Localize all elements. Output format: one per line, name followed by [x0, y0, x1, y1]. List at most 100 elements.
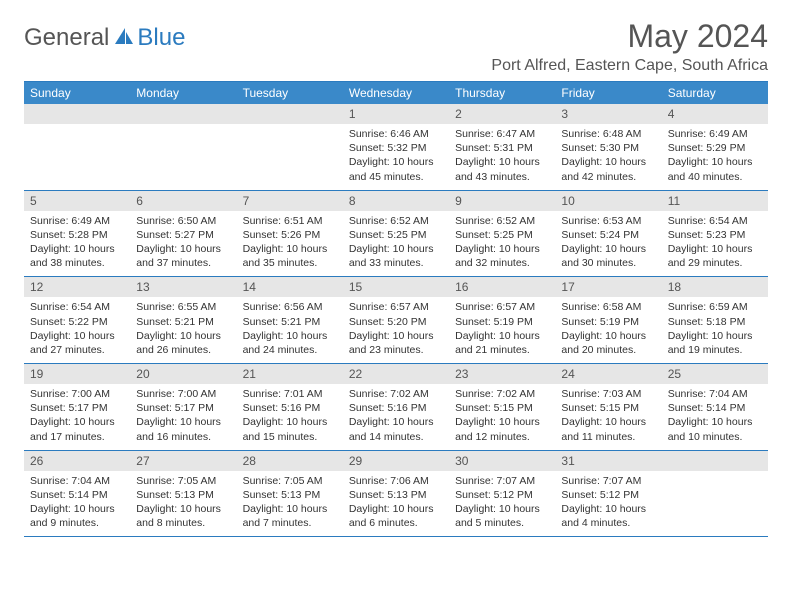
day-detail: Sunrise: 6:52 AMSunset: 5:25 PMDaylight:… — [449, 211, 555, 277]
calendar-day: 23Sunrise: 7:02 AMSunset: 5:15 PMDayligh… — [449, 364, 555, 451]
day-detail: Sunrise: 7:07 AMSunset: 5:12 PMDaylight:… — [555, 471, 661, 537]
day-number: 23 — [449, 364, 555, 384]
calendar-week: 1Sunrise: 6:46 AMSunset: 5:32 PMDaylight… — [24, 104, 768, 190]
calendar-day: 30Sunrise: 7:07 AMSunset: 5:12 PMDayligh… — [449, 450, 555, 537]
day-number: 20 — [130, 364, 236, 384]
calendar-day: 31Sunrise: 7:07 AMSunset: 5:12 PMDayligh… — [555, 450, 661, 537]
calendar-day: 5Sunrise: 6:49 AMSunset: 5:28 PMDaylight… — [24, 190, 130, 277]
calendar-day-empty — [24, 104, 130, 190]
day-detail: Sunrise: 6:59 AMSunset: 5:18 PMDaylight:… — [662, 297, 768, 363]
day-detail: Sunrise: 7:04 AMSunset: 5:14 PMDaylight:… — [662, 384, 768, 450]
logo: General Blue — [24, 18, 185, 52]
day-number-empty — [130, 104, 236, 124]
dow-header: Saturday — [662, 82, 768, 104]
day-number: 1 — [343, 104, 449, 124]
calendar-day: 7Sunrise: 6:51 AMSunset: 5:26 PMDaylight… — [237, 190, 343, 277]
day-number: 29 — [343, 451, 449, 471]
calendar-day: 22Sunrise: 7:02 AMSunset: 5:16 PMDayligh… — [343, 364, 449, 451]
day-number: 26 — [24, 451, 130, 471]
dow-header: Thursday — [449, 82, 555, 104]
day-number: 13 — [130, 277, 236, 297]
calendar-day: 16Sunrise: 6:57 AMSunset: 5:19 PMDayligh… — [449, 277, 555, 364]
calendar-week: 26Sunrise: 7:04 AMSunset: 5:14 PMDayligh… — [24, 450, 768, 537]
day-detail: Sunrise: 7:02 AMSunset: 5:16 PMDaylight:… — [343, 384, 449, 450]
calendar-week: 19Sunrise: 7:00 AMSunset: 5:17 PMDayligh… — [24, 364, 768, 451]
calendar-day: 28Sunrise: 7:05 AMSunset: 5:13 PMDayligh… — [237, 450, 343, 537]
day-detail: Sunrise: 6:54 AMSunset: 5:22 PMDaylight:… — [24, 297, 130, 363]
day-detail: Sunrise: 6:57 AMSunset: 5:20 PMDaylight:… — [343, 297, 449, 363]
day-number: 25 — [662, 364, 768, 384]
day-number: 14 — [237, 277, 343, 297]
day-detail: Sunrise: 6:53 AMSunset: 5:24 PMDaylight:… — [555, 211, 661, 277]
calendar-day: 1Sunrise: 6:46 AMSunset: 5:32 PMDaylight… — [343, 104, 449, 190]
day-number: 21 — [237, 364, 343, 384]
day-number: 5 — [24, 191, 130, 211]
day-detail: Sunrise: 7:03 AMSunset: 5:15 PMDaylight:… — [555, 384, 661, 450]
calendar-day-empty — [237, 104, 343, 190]
day-detail: Sunrise: 6:54 AMSunset: 5:23 PMDaylight:… — [662, 211, 768, 277]
day-detail: Sunrise: 6:56 AMSunset: 5:21 PMDaylight:… — [237, 297, 343, 363]
calendar-day-empty — [662, 450, 768, 537]
day-number: 4 — [662, 104, 768, 124]
day-detail: Sunrise: 7:04 AMSunset: 5:14 PMDaylight:… — [24, 471, 130, 537]
calendar-day: 3Sunrise: 6:48 AMSunset: 5:30 PMDaylight… — [555, 104, 661, 190]
logo-word-2: Blue — [137, 24, 185, 52]
calendar-day: 27Sunrise: 7:05 AMSunset: 5:13 PMDayligh… — [130, 450, 236, 537]
title-block: May 2024 Port Alfred, Eastern Cape, Sout… — [491, 18, 768, 75]
calendar-body: 1Sunrise: 6:46 AMSunset: 5:32 PMDaylight… — [24, 104, 768, 537]
calendar-day: 18Sunrise: 6:59 AMSunset: 5:18 PMDayligh… — [662, 277, 768, 364]
day-detail: Sunrise: 7:06 AMSunset: 5:13 PMDaylight:… — [343, 471, 449, 537]
day-detail: Sunrise: 6:49 AMSunset: 5:29 PMDaylight:… — [662, 124, 768, 190]
calendar-day: 12Sunrise: 6:54 AMSunset: 5:22 PMDayligh… — [24, 277, 130, 364]
day-detail: Sunrise: 6:49 AMSunset: 5:28 PMDaylight:… — [24, 211, 130, 277]
day-detail: Sunrise: 6:55 AMSunset: 5:21 PMDaylight:… — [130, 297, 236, 363]
calendar-day: 20Sunrise: 7:00 AMSunset: 5:17 PMDayligh… — [130, 364, 236, 451]
calendar-week: 12Sunrise: 6:54 AMSunset: 5:22 PMDayligh… — [24, 277, 768, 364]
day-number: 2 — [449, 104, 555, 124]
day-number: 7 — [237, 191, 343, 211]
day-detail: Sunrise: 6:46 AMSunset: 5:32 PMDaylight:… — [343, 124, 449, 190]
calendar-day: 2Sunrise: 6:47 AMSunset: 5:31 PMDaylight… — [449, 104, 555, 190]
day-number-empty — [662, 451, 768, 471]
dow-header: Tuesday — [237, 82, 343, 104]
calendar-day: 29Sunrise: 7:06 AMSunset: 5:13 PMDayligh… — [343, 450, 449, 537]
day-number: 15 — [343, 277, 449, 297]
calendar-day: 4Sunrise: 6:49 AMSunset: 5:29 PMDaylight… — [662, 104, 768, 190]
day-detail: Sunrise: 6:51 AMSunset: 5:26 PMDaylight:… — [237, 211, 343, 277]
day-detail: Sunrise: 6:47 AMSunset: 5:31 PMDaylight:… — [449, 124, 555, 190]
day-number: 17 — [555, 277, 661, 297]
day-detail: Sunrise: 6:50 AMSunset: 5:27 PMDaylight:… — [130, 211, 236, 277]
calendar-day: 26Sunrise: 7:04 AMSunset: 5:14 PMDayligh… — [24, 450, 130, 537]
calendar-day: 13Sunrise: 6:55 AMSunset: 5:21 PMDayligh… — [130, 277, 236, 364]
calendar-day: 24Sunrise: 7:03 AMSunset: 5:15 PMDayligh… — [555, 364, 661, 451]
dow-header: Wednesday — [343, 82, 449, 104]
day-detail: Sunrise: 7:02 AMSunset: 5:15 PMDaylight:… — [449, 384, 555, 450]
calendar-head: SundayMondayTuesdayWednesdayThursdayFrid… — [24, 82, 768, 104]
calendar-day: 19Sunrise: 7:00 AMSunset: 5:17 PMDayligh… — [24, 364, 130, 451]
location-subtitle: Port Alfred, Eastern Cape, South Africa — [491, 57, 768, 75]
day-number: 16 — [449, 277, 555, 297]
day-number: 22 — [343, 364, 449, 384]
calendar-day: 14Sunrise: 6:56 AMSunset: 5:21 PMDayligh… — [237, 277, 343, 364]
day-number: 8 — [343, 191, 449, 211]
calendar-day: 15Sunrise: 6:57 AMSunset: 5:20 PMDayligh… — [343, 277, 449, 364]
day-detail: Sunrise: 7:07 AMSunset: 5:12 PMDaylight:… — [449, 471, 555, 537]
day-number-empty — [237, 104, 343, 124]
day-number: 28 — [237, 451, 343, 471]
day-number: 31 — [555, 451, 661, 471]
calendar-day: 25Sunrise: 7:04 AMSunset: 5:14 PMDayligh… — [662, 364, 768, 451]
day-number: 19 — [24, 364, 130, 384]
day-detail: Sunrise: 7:01 AMSunset: 5:16 PMDaylight:… — [237, 384, 343, 450]
day-number: 27 — [130, 451, 236, 471]
calendar-day: 17Sunrise: 6:58 AMSunset: 5:19 PMDayligh… — [555, 277, 661, 364]
day-detail: Sunrise: 7:00 AMSunset: 5:17 PMDaylight:… — [24, 384, 130, 450]
day-number: 10 — [555, 191, 661, 211]
dow-header: Monday — [130, 82, 236, 104]
calendar-day: 6Sunrise: 6:50 AMSunset: 5:27 PMDaylight… — [130, 190, 236, 277]
day-detail: Sunrise: 6:52 AMSunset: 5:25 PMDaylight:… — [343, 211, 449, 277]
page-title: May 2024 — [491, 18, 768, 55]
day-detail: Sunrise: 6:57 AMSunset: 5:19 PMDaylight:… — [449, 297, 555, 363]
day-number: 11 — [662, 191, 768, 211]
day-detail: Sunrise: 7:00 AMSunset: 5:17 PMDaylight:… — [130, 384, 236, 450]
day-number: 24 — [555, 364, 661, 384]
